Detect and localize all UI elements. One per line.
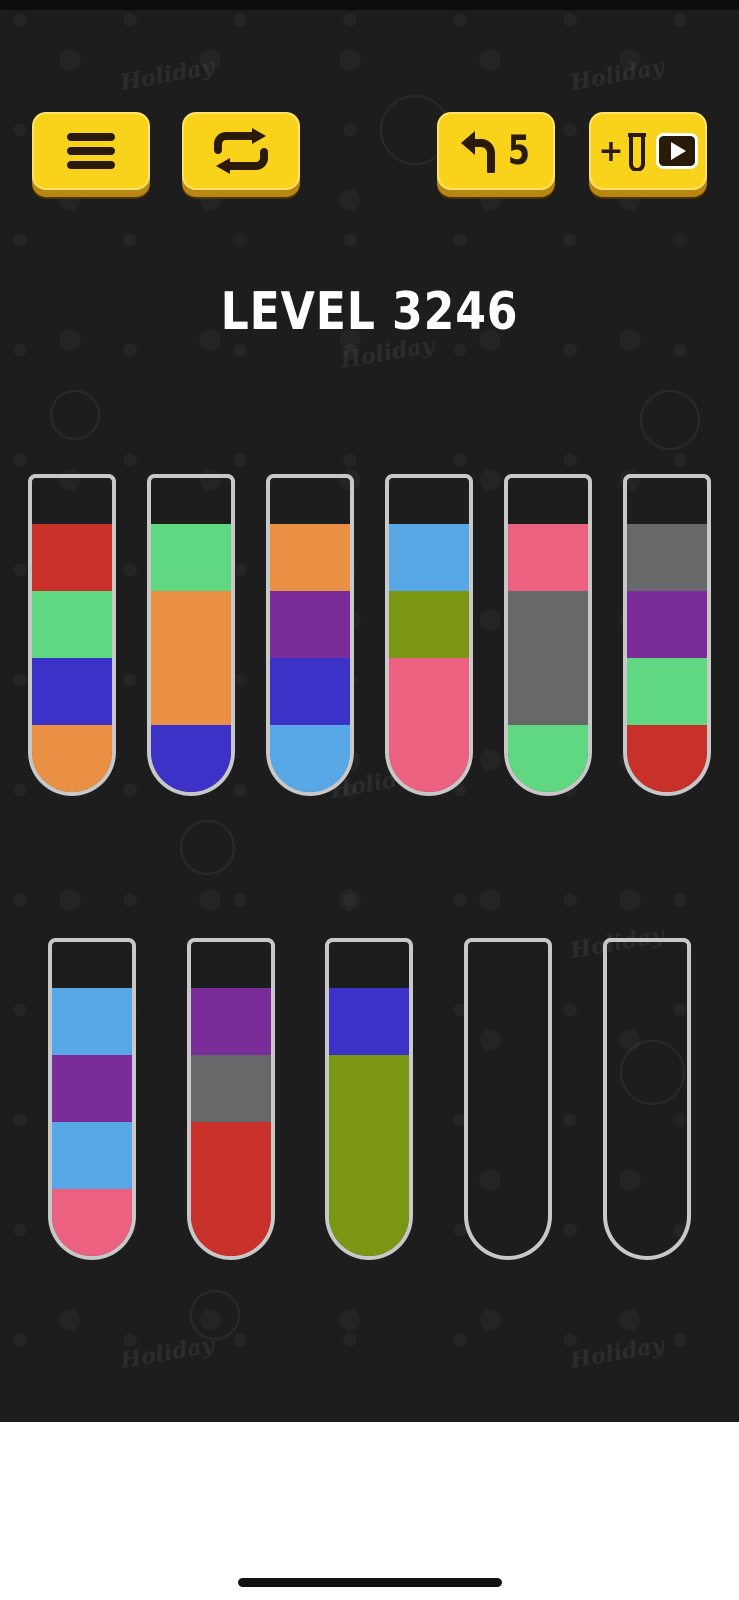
liquid-layer-purple [52,1055,132,1122]
status-bar [0,0,739,10]
liquid-layer-red [627,725,707,792]
add-tube-button[interactable]: + [589,112,707,190]
background-doodle: Holiday [118,1331,217,1375]
liquid-layer-green [508,725,588,792]
liquid-layer-blue [32,658,112,725]
tube-4[interactable] [385,474,473,796]
liquid-layer-blue [151,725,231,792]
tube-8[interactable] [187,938,275,1260]
liquid-layer-green [627,658,707,725]
background-doodle: Holiday [568,53,667,97]
liquid-layer-purple [270,591,350,658]
liquid-layer-orange [151,591,231,658]
liquid-layer-orange [151,658,231,725]
tube-2[interactable] [147,474,235,796]
liquid-layer-light-blue [52,1122,132,1189]
undo-count: 5 [507,128,531,174]
home-indicator[interactable] [238,1578,502,1587]
background-doodle [620,1040,685,1105]
background-doodle [190,1290,240,1340]
tube-9[interactable] [325,938,413,1260]
liquid-layer-green [32,591,112,658]
tube-10[interactable] [464,938,552,1260]
tube-5[interactable] [504,474,592,796]
liquid-layer-red [191,1189,271,1256]
tube-7[interactable] [48,938,136,1260]
background-doodle: Holiday [118,53,217,97]
liquid-layer-gray [191,1055,271,1122]
liquid-layer-light-blue [270,725,350,792]
liquid-layer-pink [389,725,469,792]
liquid-layer-olive [329,1055,409,1122]
liquid-layer-pink [389,658,469,725]
tube-3[interactable] [266,474,354,796]
liquid-layer-green [151,524,231,591]
plus-icon: + [598,133,624,169]
menu-icon [65,131,117,171]
liquid-layer-red [32,524,112,591]
video-ad-icon [655,133,698,169]
liquid-layer-orange [32,725,112,792]
liquid-layer-purple [191,988,271,1055]
liquid-layer-red [191,1122,271,1189]
menu-button[interactable] [32,112,150,190]
liquid-layer-olive [389,591,469,658]
liquid-layer-gray [508,591,588,658]
liquid-layer-light-blue [52,988,132,1055]
liquid-layer-purple [627,591,707,658]
tube-icon [626,131,648,171]
restart-button[interactable] [182,112,300,190]
undo-button[interactable]: 5 [437,112,555,190]
liquid-layer-blue [329,988,409,1055]
liquid-layer-gray [627,524,707,591]
background-doodle: Holiday [568,1331,667,1375]
liquid-layer-blue [270,658,350,725]
liquid-layer-pink [52,1189,132,1256]
liquid-layer-orange [270,524,350,591]
background-doodle [180,820,235,875]
undo-icon [459,129,499,173]
tube-1[interactable] [28,474,116,796]
level-title: LEVEL 3246 [220,282,519,342]
liquid-layer-pink [508,524,588,591]
background-doodle [50,390,100,440]
restart-icon [210,128,272,174]
game-board: Holiday Holiday Holiday Holiday Holiday … [0,0,739,1422]
liquid-layer-gray [508,658,588,725]
tube-6[interactable] [623,474,711,796]
tube-11[interactable] [603,938,691,1260]
background-doodle [640,390,700,450]
liquid-layer-olive [329,1189,409,1256]
liquid-layer-light-blue [389,524,469,591]
liquid-layer-olive [329,1122,409,1189]
